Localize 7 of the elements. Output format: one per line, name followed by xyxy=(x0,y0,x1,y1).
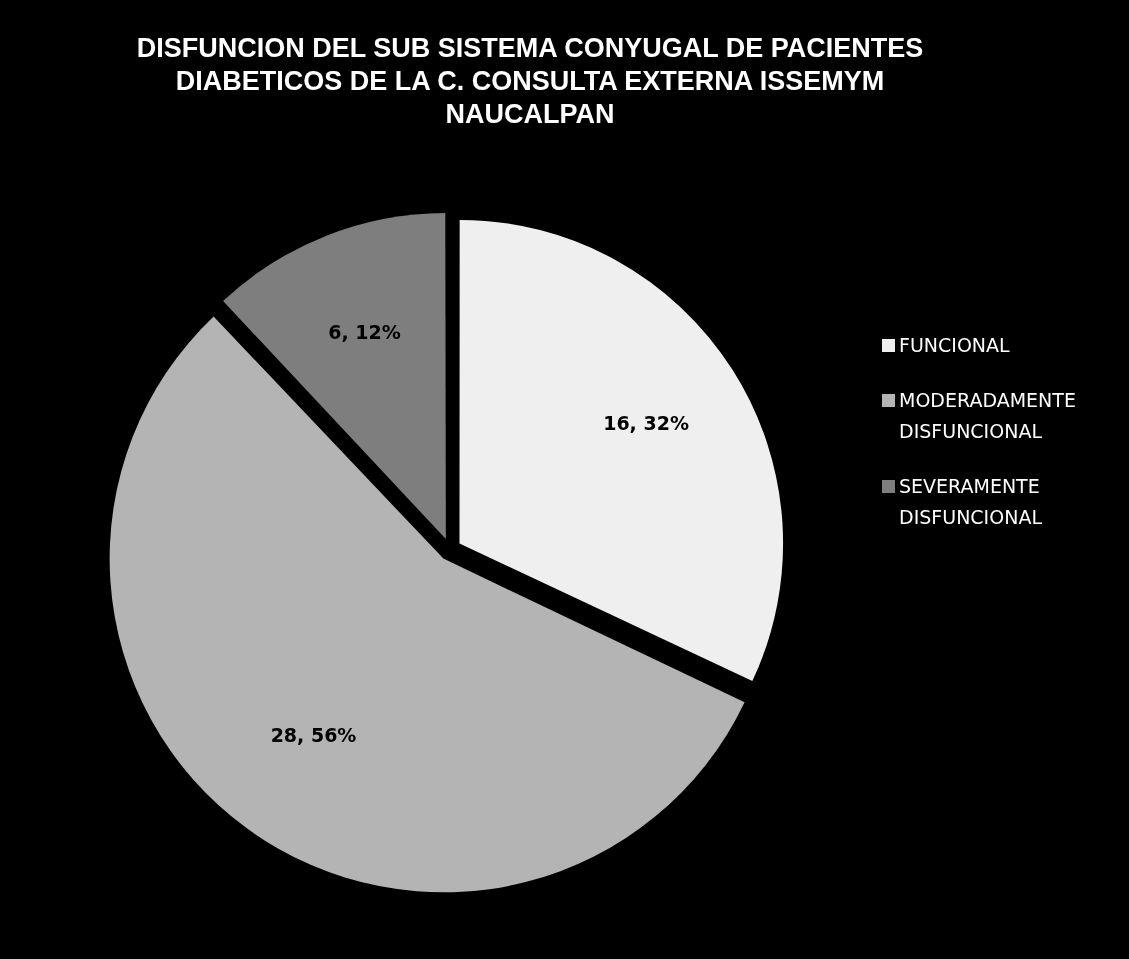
legend-label: MODERADAMENTE DISFUNCIONAL xyxy=(899,388,1077,444)
data-label: 28, 56% xyxy=(270,724,357,747)
data-label: 16, 32% xyxy=(603,412,689,435)
data-label: 6, 12% xyxy=(328,320,401,343)
legend-label: FUNCIONAL xyxy=(899,333,1010,358)
legend-label: SEVERAMENTE DISFUNCIONAL xyxy=(899,474,1043,530)
chart-title: DISFUNCION DEL SUB SISTEMA CONYUGAL DE PACIENTES DIABETICOS DE LA C. CONSULTA EXTERNA ISSEMYM NAUCALPAN xyxy=(135,32,925,131)
